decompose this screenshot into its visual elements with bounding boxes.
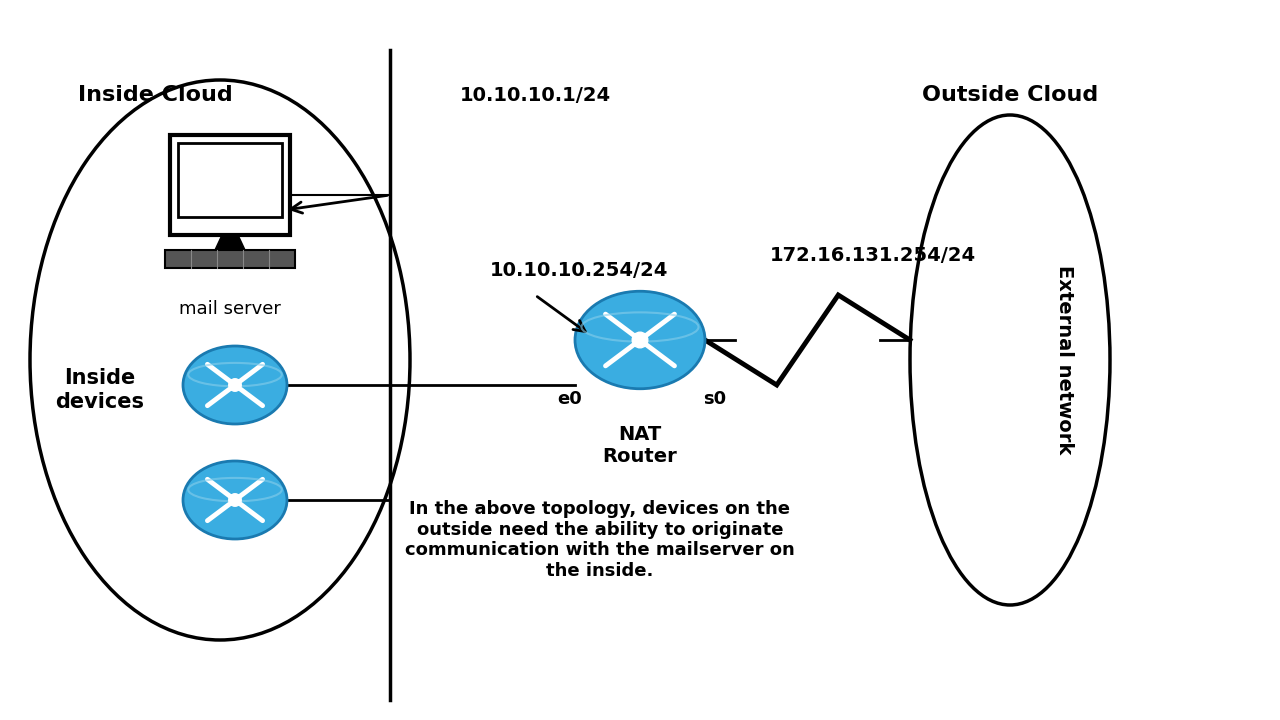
Text: e0: e0 — [558, 390, 582, 408]
Text: NAT
Router: NAT Router — [603, 425, 677, 466]
Bar — [178, 143, 282, 217]
Ellipse shape — [575, 292, 705, 389]
Text: 172.16.131.254/24: 172.16.131.254/24 — [771, 246, 977, 264]
Polygon shape — [215, 235, 244, 250]
Ellipse shape — [183, 346, 287, 424]
Text: Inside Cloud: Inside Cloud — [78, 85, 233, 105]
Bar — [170, 135, 291, 235]
Text: Outside Cloud: Outside Cloud — [922, 85, 1098, 105]
Ellipse shape — [183, 461, 287, 539]
Text: mail server: mail server — [179, 300, 280, 318]
Circle shape — [229, 494, 241, 506]
Text: External network: External network — [1056, 266, 1074, 454]
Text: s0: s0 — [704, 390, 727, 408]
Circle shape — [229, 379, 241, 391]
Text: 10.10.10.254/24: 10.10.10.254/24 — [490, 261, 668, 279]
Text: Inside
devices: Inside devices — [55, 369, 145, 412]
Circle shape — [632, 332, 648, 348]
Text: 10.10.10.1/24: 10.10.10.1/24 — [460, 86, 611, 104]
Bar — [165, 250, 294, 268]
Text: In the above topology, devices on the
outside need the ability to originate
comm: In the above topology, devices on the ou… — [406, 500, 795, 580]
